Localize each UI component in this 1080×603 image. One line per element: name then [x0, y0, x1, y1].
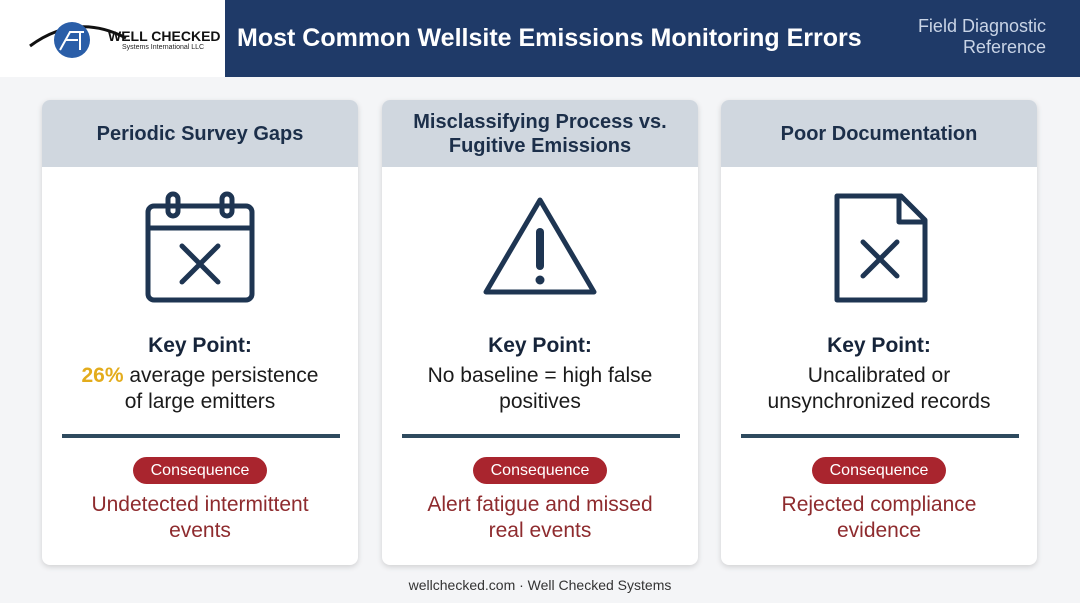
card: Poor Documentation Key Point: Uncalibrated… — [721, 100, 1037, 565]
page-title: Most Common Wellsite Emissions Monitorin… — [237, 24, 862, 52]
consequence-text: Alert fatigue and missed real events — [427, 493, 653, 542]
header: Most Common Wellsite Emissions Monitorin… — [225, 0, 1080, 77]
key-text: Uncalibrated or unsynchronized records — [767, 364, 991, 413]
consequence-label: Consequence — [133, 457, 267, 484]
logo-name: WELL CHECKED — [108, 28, 221, 44]
key-label: Key Point: — [148, 334, 252, 357]
divider — [402, 434, 680, 438]
icon-graphic — [483, 197, 597, 295]
logo-subtitle: Systems International LLC — [122, 44, 205, 51]
key-highlight: 26% — [81, 364, 124, 387]
divider — [741, 434, 1019, 438]
footer: wellchecked.com · Well Checked Systems — [408, 577, 672, 593]
consequence-text: Rejected compliance evidence — [781, 493, 977, 542]
icon-graphic — [834, 193, 928, 303]
card-header: Poor Documentation — [721, 100, 1037, 167]
header-tag: Field Diagnostic Reference — [917, 16, 1046, 57]
key-text-block: Uncalibrated or unsynchronized records — [749, 363, 1009, 415]
card-title: Misclassifying Process vs. Fugitive Emis… — [413, 110, 667, 157]
key-text: average persistence of large emitters — [124, 364, 319, 413]
card-title: Periodic Survey Gaps — [96, 122, 304, 145]
consequence-label: Consequence — [473, 457, 607, 484]
icon — [480, 188, 600, 313]
consequence-label: Consequence — [812, 457, 946, 484]
card-header: Misclassifying Process vs. Fugitive Emis… — [382, 100, 698, 167]
icon — [819, 188, 939, 313]
key-text-block: No baseline = high false positives — [410, 363, 670, 415]
key-label: Key Point: — [488, 334, 592, 357]
divider — [62, 434, 340, 438]
icon — [140, 188, 260, 313]
logo-area: WELL CHECKED Systems International LLC — [0, 0, 225, 77]
key-text: No baseline = high false positives — [427, 364, 653, 413]
logo-icon — [29, 22, 127, 58]
card-title: Poor Documentation — [780, 122, 978, 145]
card: Periodic Survey Gaps Key Point: 26% averag… — [42, 100, 358, 565]
key-text-block: 26% average persistence of large emitter… — [70, 363, 330, 415]
consequence-text: Undetected intermittent events — [91, 493, 309, 542]
card: Misclassifying Process vs. Fugitive Emis… — [382, 100, 698, 565]
icon-graphic — [145, 191, 255, 303]
card-header: Periodic Survey Gaps — [42, 100, 358, 167]
key-label: Key Point: — [827, 334, 931, 357]
